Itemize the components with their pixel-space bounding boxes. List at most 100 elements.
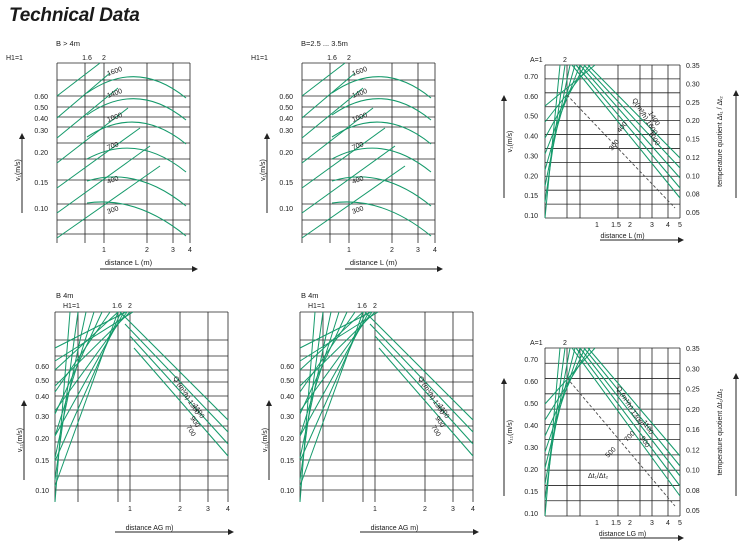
y-tick-label: 0.60 bbox=[524, 94, 538, 101]
x-tick-label: 1 bbox=[373, 506, 377, 513]
x-tick-label: 2 bbox=[628, 222, 632, 229]
x-axis-label: distance L (m) bbox=[105, 258, 153, 267]
series-label-1600: 1600 bbox=[106, 66, 123, 78]
fan-line bbox=[378, 347, 474, 457]
y-tick-label: 0.50 bbox=[280, 378, 294, 385]
rising-diagonal bbox=[544, 347, 581, 453]
y-axis-arrow-head bbox=[264, 133, 270, 139]
y-tick-label: 0.60 bbox=[524, 379, 538, 386]
x-tick-label: 1 bbox=[595, 520, 599, 527]
rising-diagonal-upper bbox=[54, 311, 134, 362]
fan-line bbox=[583, 347, 681, 467]
diagonal-line bbox=[56, 62, 101, 97]
y2-tick-label: 0.12 bbox=[686, 155, 700, 162]
y2-tick-label: 0.05 bbox=[686, 508, 700, 515]
subtitle-1-6: 1.6 bbox=[82, 55, 92, 62]
y2-tick-label: 0.05 bbox=[686, 210, 700, 217]
fan-line bbox=[579, 347, 681, 477]
y-tick-label: 0.50 bbox=[35, 378, 49, 385]
y-axis-arrow-head bbox=[266, 400, 272, 406]
x-tick-label: 3 bbox=[650, 222, 654, 229]
y-tick-label: 0.20 bbox=[279, 150, 293, 157]
diagonal-line bbox=[56, 107, 129, 164]
series-label-delta-t: Δt₁/Δt₂ bbox=[588, 473, 609, 480]
x-axis-arrow-head bbox=[678, 237, 684, 243]
x-tick-label: 4 bbox=[666, 222, 670, 229]
fan-line bbox=[579, 64, 681, 179]
x-axis-arrow-head bbox=[192, 266, 198, 272]
y-tick-label: 0.50 bbox=[279, 105, 293, 112]
series-curve-300 bbox=[331, 201, 432, 237]
x-tick-label: 1 bbox=[347, 247, 351, 254]
y-tick-label: 0.10 bbox=[35, 488, 49, 495]
diagonal-line bbox=[56, 87, 119, 139]
y-tick-label: 0.15 bbox=[35, 458, 49, 465]
y2-tick-label: 0.08 bbox=[686, 488, 700, 495]
y-tick-label: 0.50 bbox=[34, 105, 48, 112]
y-tick-label: 0.10 bbox=[524, 213, 538, 220]
rising-diagonal-upper bbox=[299, 311, 379, 362]
x-tick-label: 3 bbox=[650, 520, 654, 527]
y2-tick-label: 0.12 bbox=[686, 447, 700, 454]
x-tick-label: 1 bbox=[102, 247, 106, 254]
series-label-1400: 1400 bbox=[106, 88, 123, 100]
y-tick-label: 0.60 bbox=[34, 94, 48, 101]
y-axis-label: v₁(m/s) bbox=[15, 159, 22, 181]
series-curve-400 bbox=[331, 176, 432, 207]
series-label-1400: 1400 bbox=[351, 88, 368, 100]
subtitle-2: 2 bbox=[102, 55, 106, 62]
y-tick-label: 0.30 bbox=[280, 414, 294, 421]
x-axis-arrow-head bbox=[437, 266, 443, 272]
diagonal-line bbox=[56, 145, 151, 214]
y2-tick-label: 0.35 bbox=[686, 63, 700, 70]
y-axis-label: v₁₁(m/s) bbox=[17, 428, 24, 452]
x-axis-arrow-head bbox=[228, 529, 234, 535]
y2-axis-arrow-head bbox=[733, 90, 739, 96]
series-label-1600: 1600 bbox=[351, 66, 368, 78]
y2-axis-label: temperature quotient Δt₁ / Δt₂ bbox=[717, 96, 724, 187]
rising-diagonal bbox=[544, 347, 596, 405]
series-curve-1400 bbox=[331, 98, 432, 121]
rising-diagonal bbox=[544, 64, 586, 139]
x-tick-label: 1.5 bbox=[611, 222, 621, 229]
rising-diagonal bbox=[299, 311, 316, 503]
y-tick-label: 0.50 bbox=[524, 114, 538, 121]
rising-diagonal bbox=[544, 64, 596, 107]
y-axis-label: v₁₁(m/s) bbox=[262, 428, 269, 452]
x-tick-label: 2 bbox=[628, 520, 632, 527]
temperature-quotient-line bbox=[566, 377, 676, 507]
series-label-1000: 1000 bbox=[646, 130, 660, 147]
y-tick-label: 0.70 bbox=[524, 74, 538, 81]
x-axis-label: distance L (m) bbox=[350, 258, 398, 267]
y-tick-label: 0.10 bbox=[34, 206, 48, 213]
rising-diagonal bbox=[544, 347, 561, 517]
x-tick-label: 3 bbox=[171, 247, 175, 254]
x-axis-label: distance AG m) bbox=[126, 525, 174, 532]
x-tick-label: 4 bbox=[666, 520, 670, 527]
series-label-400: 400 bbox=[351, 175, 364, 186]
fan-line bbox=[583, 64, 681, 169]
x-tick-label: 4 bbox=[188, 247, 192, 254]
y-tick-label: 0.70 bbox=[524, 357, 538, 364]
y-tick-label: 0.20 bbox=[35, 436, 49, 443]
panel-title: B > 4m bbox=[56, 39, 80, 48]
y-tick-label: 0.20 bbox=[524, 467, 538, 474]
y-tick-label: 0.30 bbox=[524, 153, 538, 160]
subtitle-a1: A=1 bbox=[530, 340, 543, 347]
x-tick-label: 3 bbox=[416, 247, 420, 254]
subtitle-2: 2 bbox=[563, 340, 567, 347]
y-tick-label: 0.15 bbox=[524, 489, 538, 496]
y2-tick-label: 0.30 bbox=[686, 81, 700, 88]
x-tick-label: 1 bbox=[595, 222, 599, 229]
x-tick-label: 1 bbox=[128, 506, 132, 513]
fan-line bbox=[129, 335, 229, 445]
x-axis-label: distance AG m) bbox=[371, 525, 419, 532]
diagonal-line bbox=[56, 127, 141, 189]
y2-tick-label: 0.10 bbox=[686, 173, 700, 180]
diagonal-line bbox=[56, 72, 111, 119]
x-tick-label: 2 bbox=[423, 506, 427, 513]
x-axis-label: distance LG m) bbox=[599, 531, 646, 538]
y-tick-label: 0.30 bbox=[35, 414, 49, 421]
fan-line bbox=[587, 64, 681, 159]
y-axis-arrow-head bbox=[19, 133, 25, 139]
